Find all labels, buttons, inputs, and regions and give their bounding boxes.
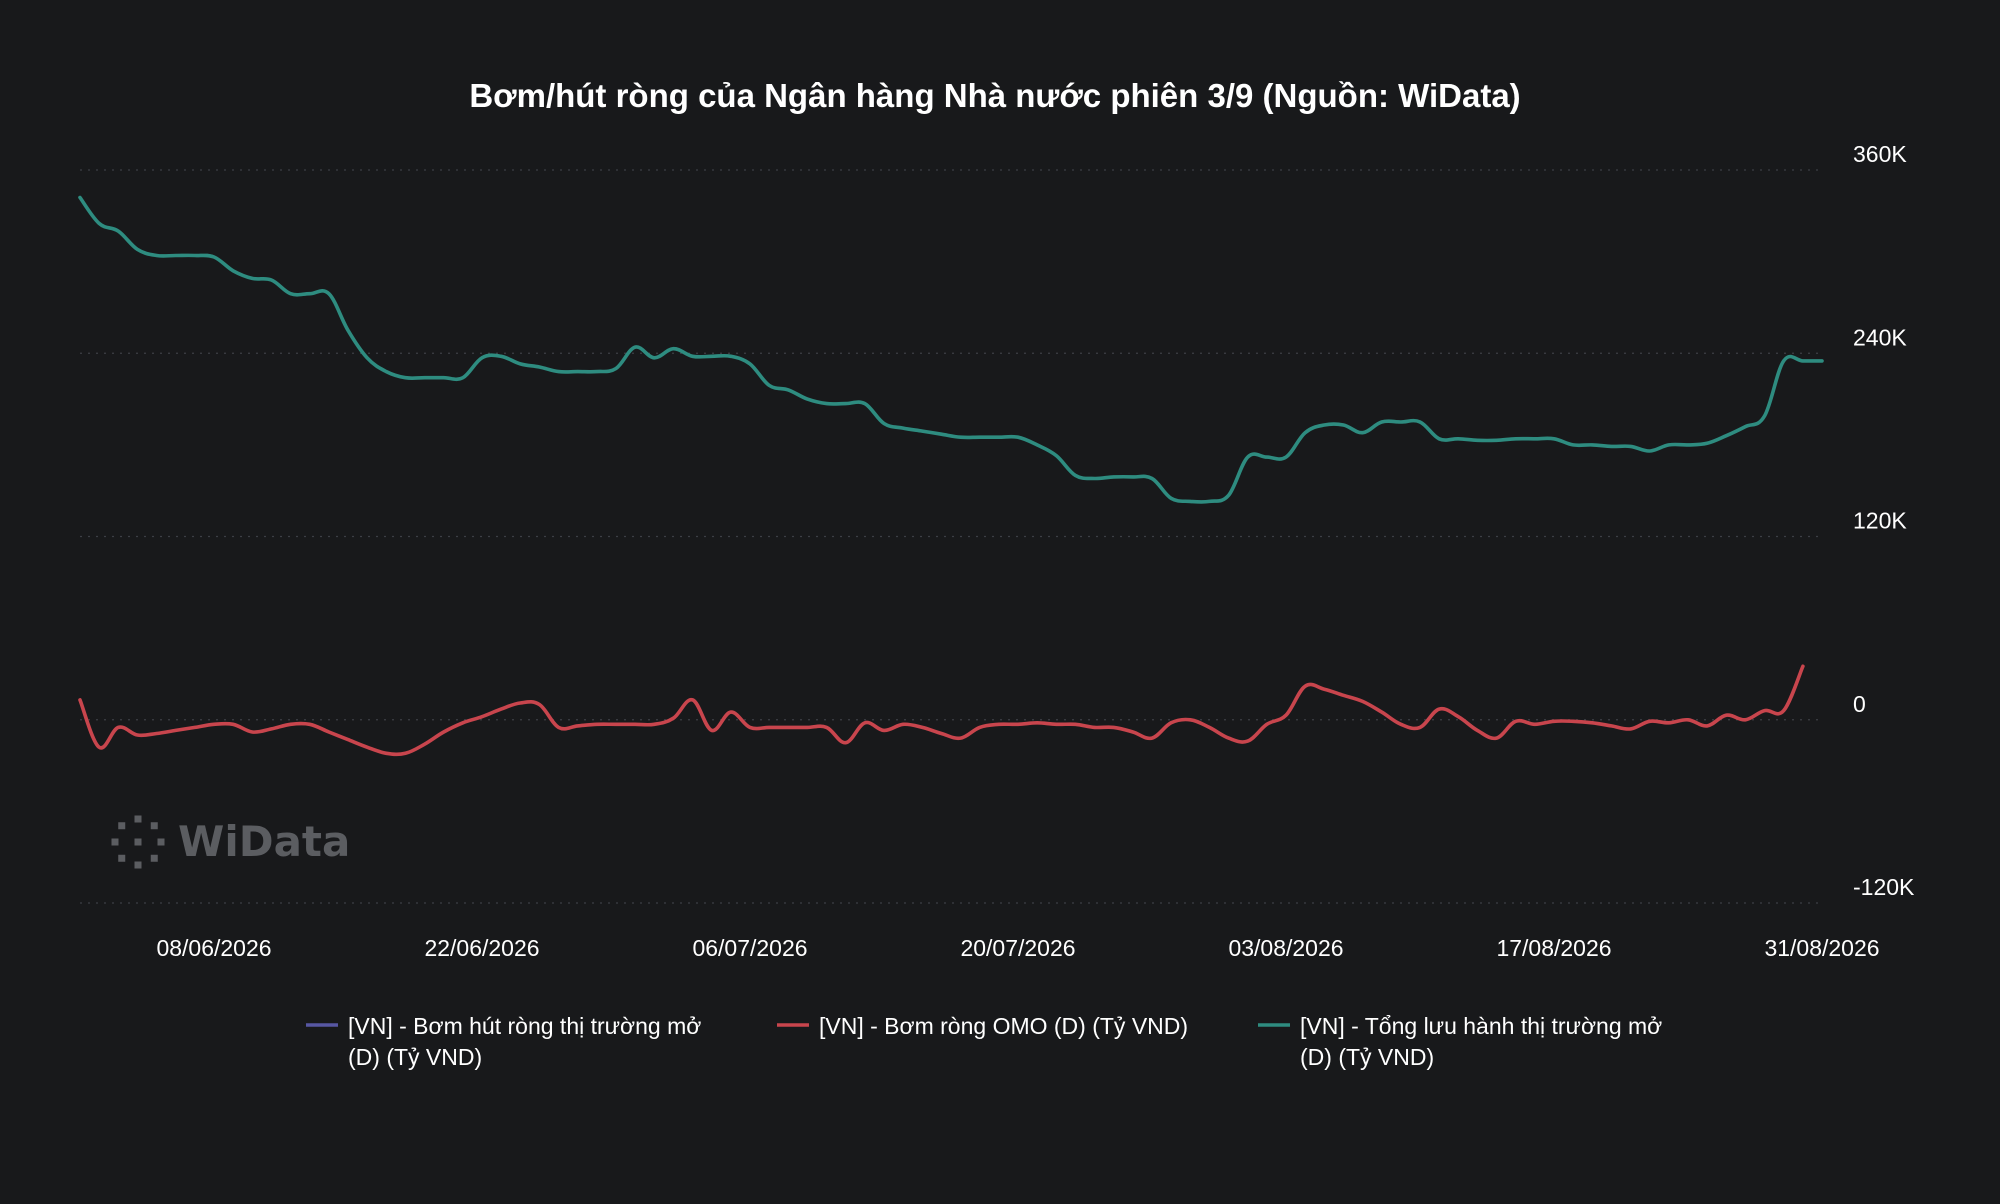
series-lines: [78, 195, 1824, 757]
watermark-dot: [118, 822, 126, 830]
x-tick-label: 31/08/2026: [1764, 935, 1879, 961]
watermark-dot: [118, 854, 126, 862]
watermark-dot: [134, 815, 142, 823]
series-line-3: [78, 195, 1824, 504]
watermark-logo-icon: [111, 815, 165, 869]
watermark-dot: [157, 838, 165, 846]
watermark-dot: [111, 838, 119, 846]
legend: [VN] - Bơm hút ròng thị trường mở (D) (Tỷ…: [306, 1013, 1662, 1070]
x-tick-label: 22/06/2026: [424, 935, 539, 961]
legend-label: [VN] - Bơm hút ròng thị trường mở: [348, 1013, 701, 1039]
x-tick-label: 06/07/2026: [692, 935, 807, 961]
watermark-dot: [150, 854, 158, 862]
gridlines: [80, 169, 1822, 904]
legend-label: (D) (Tỷ VND): [1300, 1044, 1434, 1070]
x-tick-label: 17/08/2026: [1496, 935, 1611, 961]
watermark-dot: [134, 838, 142, 846]
legend-label: [VN] - Bơm ròng OMO (D) (Tỷ VND): [819, 1013, 1188, 1039]
legend-item-2[interactable]: [VN] - Bơm ròng OMO (D) (Tỷ VND): [777, 1013, 1188, 1039]
watermark-dot: [134, 861, 142, 869]
y-tick-label: 240K: [1853, 324, 1907, 350]
series-line-2: [78, 664, 1805, 757]
y-tick-label: 360K: [1853, 141, 1907, 167]
legend-label: (D) (Tỷ VND): [348, 1044, 482, 1070]
x-tick-label: 03/08/2026: [1228, 935, 1343, 961]
watermark: WiData: [111, 815, 350, 869]
legend-item-3[interactable]: [VN] - Tổng lưu hành thị trường mở (D) (…: [1258, 1013, 1662, 1070]
x-axis: 08/06/2026 22/06/2026 06/07/2026 20/07/2026…: [156, 935, 1879, 961]
y-tick-label: 0: [1853, 691, 1866, 717]
x-tick-label: 20/07/2026: [960, 935, 1075, 961]
watermark-text: WiData: [178, 817, 350, 866]
y-tick-label: 120K: [1853, 508, 1907, 534]
chart-title: Bơm/hút ròng của Ngân hàng Nhà nước phiê…: [469, 77, 1520, 114]
legend-item-1[interactable]: [VN] - Bơm hút ròng thị trường mở (D) (Tỷ…: [306, 1013, 701, 1070]
x-tick-label: 08/06/2026: [156, 935, 271, 961]
y-axis: 360K 240K 120K 0 -120K: [1853, 141, 1915, 900]
watermark-dot: [150, 822, 158, 830]
legend-label: [VN] - Tổng lưu hành thị trường mở: [1300, 1013, 1662, 1039]
y-tick-label: -120K: [1853, 874, 1915, 900]
